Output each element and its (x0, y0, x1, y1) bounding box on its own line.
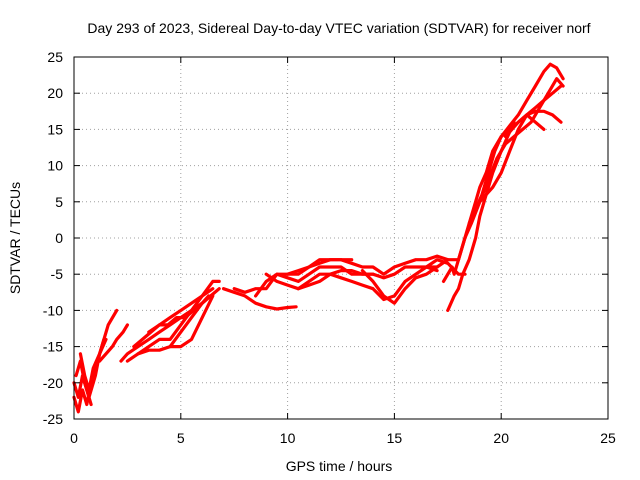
y-tick-label: -5 (51, 266, 64, 282)
x-tick-label: 25 (600, 430, 616, 446)
series-line-s20 (441, 84, 563, 283)
series-line-s22 (456, 77, 565, 262)
y-tick-label: -15 (43, 339, 63, 355)
series-line-s12 (221, 287, 298, 311)
series-line-s10 (147, 279, 221, 334)
series-line-s11 (168, 294, 211, 349)
x-tick-label: 20 (493, 430, 509, 446)
series-line-s14 (254, 265, 375, 298)
series-line-s17 (296, 265, 439, 302)
y-tick-label: 20 (47, 85, 63, 101)
series-line-s23 (467, 62, 565, 226)
series-line-s25 (503, 109, 563, 139)
x-tick-labels: 0 5 10 15 20 25 (70, 430, 616, 446)
y-tick-label: -10 (43, 302, 63, 318)
y-tick-label: 5 (55, 194, 63, 210)
series-line-s21 (446, 120, 516, 312)
x-axis-label: GPS time / hours (286, 458, 393, 474)
series-line-s15 (264, 265, 439, 291)
chart-title: Day 293 of 2023, Sidereal Day-to-day VTE… (87, 20, 590, 36)
x-tick-label: 15 (387, 430, 403, 446)
series-line-s9 (136, 294, 215, 356)
y-tick-label: -20 (43, 375, 63, 391)
y-tick-label: 10 (47, 158, 63, 174)
y-tick-label: -25 (43, 411, 63, 427)
y-tick-label: 25 (47, 49, 63, 65)
y-tick-labels: -25 -20 -15 -10 -5 0 5 10 15 20 25 (43, 49, 63, 427)
series-line-s5 (97, 323, 130, 363)
y-tick-label: 15 (47, 121, 63, 137)
series-line-s4 (72, 374, 93, 407)
series-line-s16 (286, 254, 450, 276)
series-line-s18 (360, 258, 461, 305)
grid (74, 57, 608, 419)
series-line-s19 (424, 258, 467, 276)
x-tick-label: 0 (70, 430, 78, 446)
ticks (73, 56, 609, 420)
y-tick-label: 0 (55, 230, 63, 246)
x-tick-label: 10 (280, 430, 296, 446)
y-axis-label: SDTVAR / TECUs (7, 182, 23, 294)
series-line-s3 (78, 337, 106, 392)
series-line-s24 (478, 113, 546, 204)
series-group (72, 62, 565, 414)
x-tick-label: 5 (177, 430, 185, 446)
